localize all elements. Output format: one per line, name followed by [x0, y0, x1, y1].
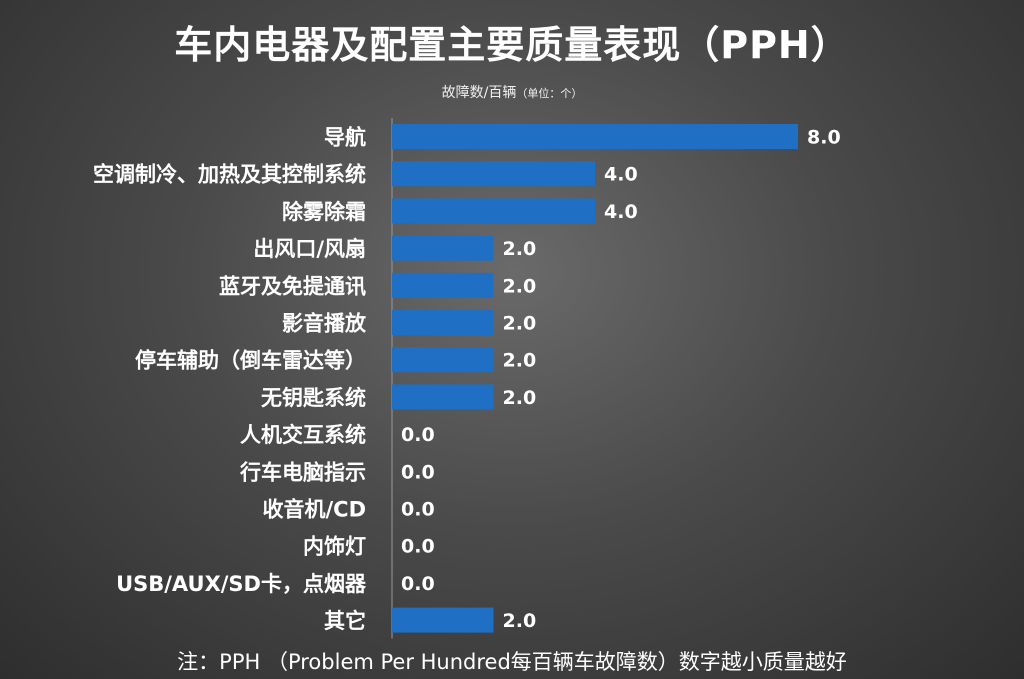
bar [392, 272, 494, 298]
category-label: 空调制冷、加热及其控制系统 [93, 163, 366, 187]
category-label: 内饰灯 [303, 535, 366, 559]
data-label: 2.0 [503, 350, 537, 372]
category-label: 停车辅助（倒车雷达等） [135, 349, 366, 373]
bar [392, 124, 798, 149]
data-label: 0.0 [401, 424, 435, 446]
data-label: 4.0 [604, 164, 638, 186]
data-label: 0.0 [401, 536, 435, 558]
data-label: 2.0 [503, 238, 537, 260]
subtitle-unit: （单位：个） [516, 87, 583, 100]
bar [392, 161, 595, 187]
data-label: 2.0 [503, 610, 537, 632]
category-label: 出风口/风扇 [253, 237, 366, 261]
data-label: 2.0 [503, 275, 537, 297]
category-label: 导航 [324, 126, 366, 150]
bar [392, 347, 494, 373]
chart-title: 车内电器及配置主要质量表现（PPH） [174, 23, 850, 67]
bar [392, 607, 494, 633]
category-label: 收音机/CD [262, 498, 366, 522]
bar [392, 384, 494, 410]
category-label: 其它 [324, 609, 366, 633]
category-label: 人机交互系统 [240, 423, 366, 447]
bar [392, 235, 494, 261]
data-label: 0.0 [401, 499, 435, 521]
footnote: 注：PPH （Problem Per Hundred每百辆车故障数）数字越小质量… [177, 650, 847, 674]
chart-subtitle: 故障数/百辆（单位：个） [0, 82, 1024, 102]
data-label: 2.0 [503, 387, 537, 409]
category-label: 行车电脑指示 [239, 460, 366, 484]
data-label: 8.0 [807, 127, 841, 149]
data-label: 0.0 [401, 461, 435, 483]
category-label: 无钥匙系统 [261, 386, 366, 410]
subtitle-text: 故障数/百辆 [441, 85, 517, 101]
bar [392, 310, 494, 335]
category-label: 蓝牙及免提通讯 [219, 274, 366, 298]
bar [392, 198, 595, 224]
data-label: 4.0 [604, 201, 638, 223]
category-label: 除雾除霜 [282, 200, 366, 224]
data-label: 2.0 [503, 313, 537, 335]
category-label: USB/AUX/SD卡，点烟器 [116, 572, 367, 596]
category-label: 影音播放 [282, 312, 367, 336]
data-label: 0.0 [401, 573, 435, 595]
bars-layer: 导航 8.0 空调制冷、加热及其控制系统 4.0 除雾除霜 4.0 出风口/风扇 2.0 蓝牙及… [93, 118, 841, 639]
